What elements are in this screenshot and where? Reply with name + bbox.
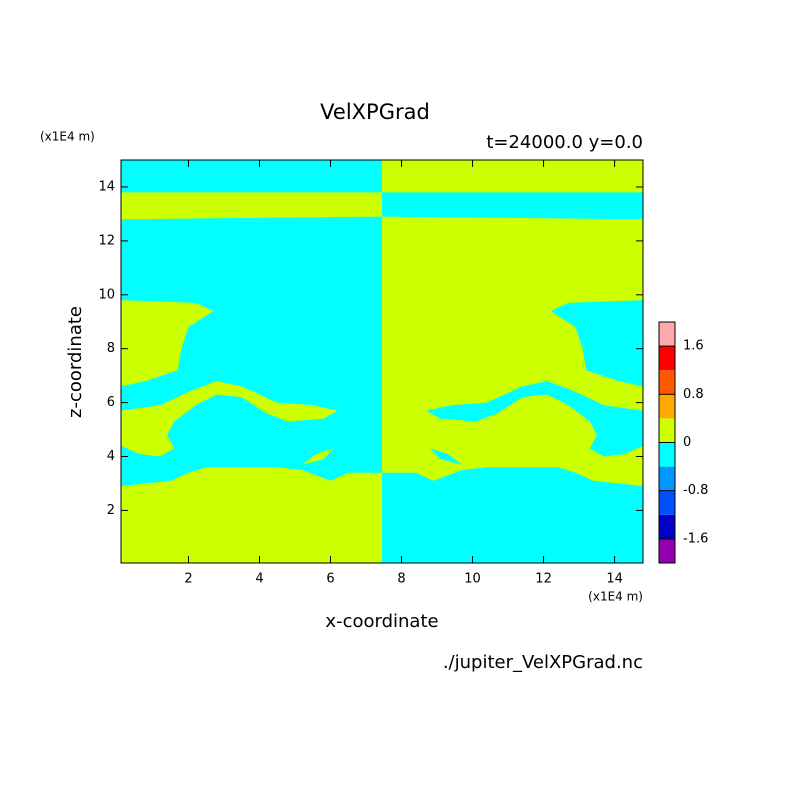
contour-region [121, 160, 382, 563]
colorbar-band [659, 514, 675, 539]
contour-region [121, 300, 214, 387]
contour-region [302, 448, 335, 465]
y-tick-label: 10 [98, 287, 115, 302]
contour-region [121, 192, 382, 220]
contour-region [426, 381, 643, 457]
contour-region [382, 192, 643, 220]
contour-region [429, 448, 462, 465]
y-tick-label: 12 [98, 233, 115, 248]
x-tick-label: 8 [397, 572, 405, 587]
colorbar-tick-label: 0 [683, 435, 691, 450]
chart-title: VelXPGrad [320, 100, 430, 124]
colorbar-band [659, 370, 675, 395]
colorbar-band [659, 418, 675, 443]
plot-frame [120, 159, 644, 564]
x-tick-label: 10 [464, 572, 481, 587]
colorbar-band [659, 394, 675, 419]
y-tick-label: 2 [107, 503, 115, 518]
y-tick-label: 6 [107, 395, 115, 410]
x-axis-label: x-coordinate [325, 611, 438, 632]
source-file: ./jupiter_VelXPGrad.nc [443, 652, 643, 673]
colorbar-tick-label: -0.8 [683, 483, 708, 498]
y-tick-label: 14 [98, 179, 115, 194]
chart-subtitle: t=24000.0 y=0.0 [486, 132, 643, 153]
colorbar-tick-label: 0.8 [683, 387, 704, 402]
x-tick-label: 4 [255, 572, 263, 587]
colorbar-tick-label: 1.6 [683, 339, 704, 354]
x-units: (x1E4 m) [588, 590, 643, 604]
contour-region [550, 300, 643, 387]
contour-region [382, 160, 643, 563]
x-tick-label: 14 [606, 572, 623, 587]
contour-region [121, 467, 382, 563]
colorbar-band [659, 490, 675, 515]
colorbar-band [659, 538, 675, 563]
x-tick-label: 6 [326, 572, 334, 587]
contour-region [121, 381, 338, 457]
colorbar-band [659, 322, 675, 347]
y-tick-label: 8 [107, 341, 115, 356]
colorbar-band [659, 442, 675, 467]
y-units: (x1E4 m) [40, 130, 95, 144]
colorbar-tick-label: -1.6 [683, 531, 708, 546]
contour-region [382, 467, 643, 563]
x-tick-label: 2 [184, 572, 192, 587]
colorbar-band [659, 466, 675, 491]
y-axis-label: z-coordinate [65, 306, 86, 418]
colorbar-band [659, 346, 675, 371]
x-tick-label: 12 [535, 572, 552, 587]
y-tick-label: 4 [107, 449, 115, 464]
